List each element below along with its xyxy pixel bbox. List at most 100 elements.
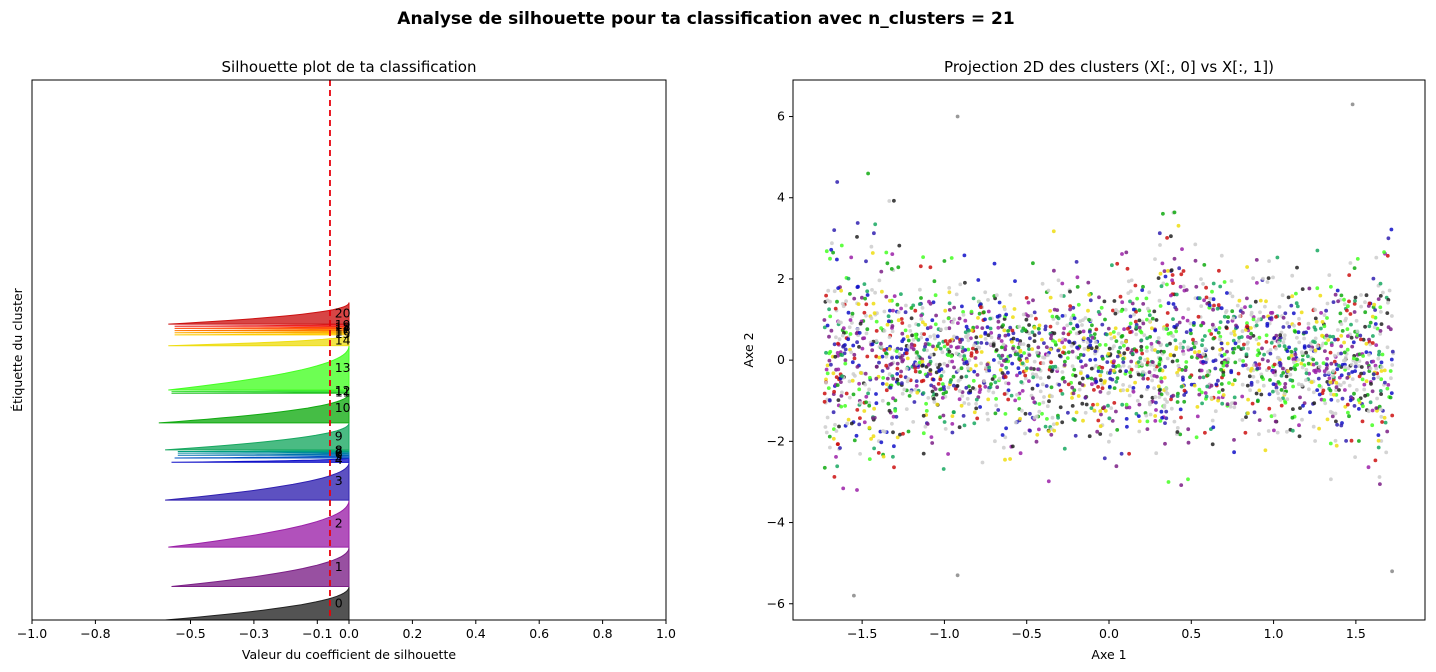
scatter-point — [1325, 316, 1329, 320]
scatter-point — [909, 345, 914, 350]
scatter-point — [1086, 308, 1090, 313]
scatter-point — [887, 347, 892, 351]
scatter-point — [904, 366, 909, 371]
scatter-point — [1356, 398, 1361, 402]
scatter-point — [1175, 400, 1180, 404]
scatter-point — [913, 369, 918, 374]
scatter-point — [1285, 349, 1290, 353]
scatter-point — [966, 338, 971, 343]
scatter-point — [1317, 392, 1322, 397]
scatter-point — [1050, 369, 1054, 374]
scatter-point — [997, 300, 1002, 305]
scatter-point — [1347, 273, 1352, 277]
scatter-point — [920, 320, 925, 325]
scatter-point — [1003, 412, 1008, 416]
scatter-point — [1322, 398, 1327, 402]
scatter-point — [884, 294, 889, 299]
scatter-point — [1314, 361, 1319, 366]
cluster-label-15: 15 — [335, 326, 351, 341]
scatter-point — [1209, 332, 1214, 336]
scatter-point — [993, 380, 998, 385]
scatter-point — [1027, 353, 1032, 357]
scatter-point — [843, 404, 847, 408]
scatter-point — [1086, 336, 1091, 341]
scatter-point — [1106, 403, 1110, 408]
scatter-point — [1178, 432, 1183, 437]
silhouette-xtick-label: 0.6 — [529, 626, 549, 641]
scatter-point — [880, 369, 885, 373]
scatter-point — [1145, 336, 1149, 341]
scatter-point — [1052, 307, 1057, 312]
scatter-point — [960, 304, 964, 309]
scatter-point — [877, 278, 882, 283]
cluster-label-20: 20 — [335, 305, 351, 320]
silhouette-area-cluster-10 — [158, 393, 350, 424]
scatter-point — [1079, 359, 1083, 364]
scatter-point — [1031, 298, 1035, 303]
scatter-point — [1261, 315, 1266, 319]
scatter-point — [920, 364, 925, 368]
scatter-point — [963, 318, 968, 323]
scatter-point — [1365, 361, 1369, 365]
scatter-point — [1131, 389, 1136, 394]
scatter-point — [999, 339, 1004, 343]
scatter-point — [1049, 385, 1054, 390]
scatter-point — [1364, 379, 1369, 384]
scatter-point — [1146, 385, 1150, 389]
scatter-point — [863, 371, 868, 376]
scatter-point — [1313, 336, 1318, 341]
scatter-point — [854, 331, 859, 336]
scatter-point — [885, 376, 890, 381]
silhouette-area-cluster-3 — [165, 462, 350, 501]
scatter-point — [1212, 303, 1216, 308]
scatter-point — [1181, 377, 1185, 382]
scatter-point — [952, 317, 956, 322]
scatter-point — [1189, 347, 1194, 351]
scatter-point — [971, 386, 975, 390]
scatter-point — [1012, 307, 1017, 311]
scatter-point — [1144, 413, 1149, 418]
scatter-point — [999, 345, 1004, 350]
scatter-point — [1018, 371, 1022, 375]
scatter-point — [1221, 393, 1226, 397]
scatter-point — [1262, 352, 1266, 357]
scatter-point — [1317, 383, 1322, 388]
scatter-point — [1338, 311, 1343, 316]
scatter-point — [901, 337, 906, 341]
scatter-point — [1172, 210, 1177, 215]
scatter-point — [863, 296, 867, 301]
scatter-point — [946, 353, 951, 358]
scatter-point — [891, 308, 895, 313]
scatter-point — [900, 321, 905, 325]
scatter-point — [1343, 388, 1347, 392]
scatter-point — [833, 354, 838, 359]
scatter-point — [1245, 324, 1249, 329]
scatter-point — [1114, 464, 1119, 469]
scatter-point — [1376, 297, 1381, 301]
scatter-point — [1162, 349, 1166, 354]
scatter-point — [1191, 337, 1195, 342]
scatter-point — [1304, 371, 1309, 376]
scatter-point — [1172, 419, 1177, 424]
scatter-point — [1138, 329, 1143, 333]
scatter-point — [1295, 265, 1299, 270]
scatter-point — [928, 265, 933, 270]
scatter-point — [865, 327, 870, 332]
scatter-point — [963, 280, 967, 285]
scatter-point — [1170, 273, 1175, 277]
scatter-point — [874, 338, 879, 343]
scatter-point — [996, 325, 1001, 330]
scatter-point — [1281, 366, 1285, 371]
scatter-point — [1289, 366, 1293, 371]
silhouette-area-cluster-9 — [165, 422, 350, 451]
scatter-point — [1387, 288, 1392, 293]
scatter-point — [1367, 301, 1372, 306]
scatter-point — [1030, 372, 1035, 376]
scatter-point — [1317, 426, 1321, 431]
scatter-point — [946, 385, 951, 390]
scatter-point — [1112, 368, 1116, 373]
scatter-point — [906, 429, 911, 434]
scatter-point — [1259, 392, 1264, 397]
